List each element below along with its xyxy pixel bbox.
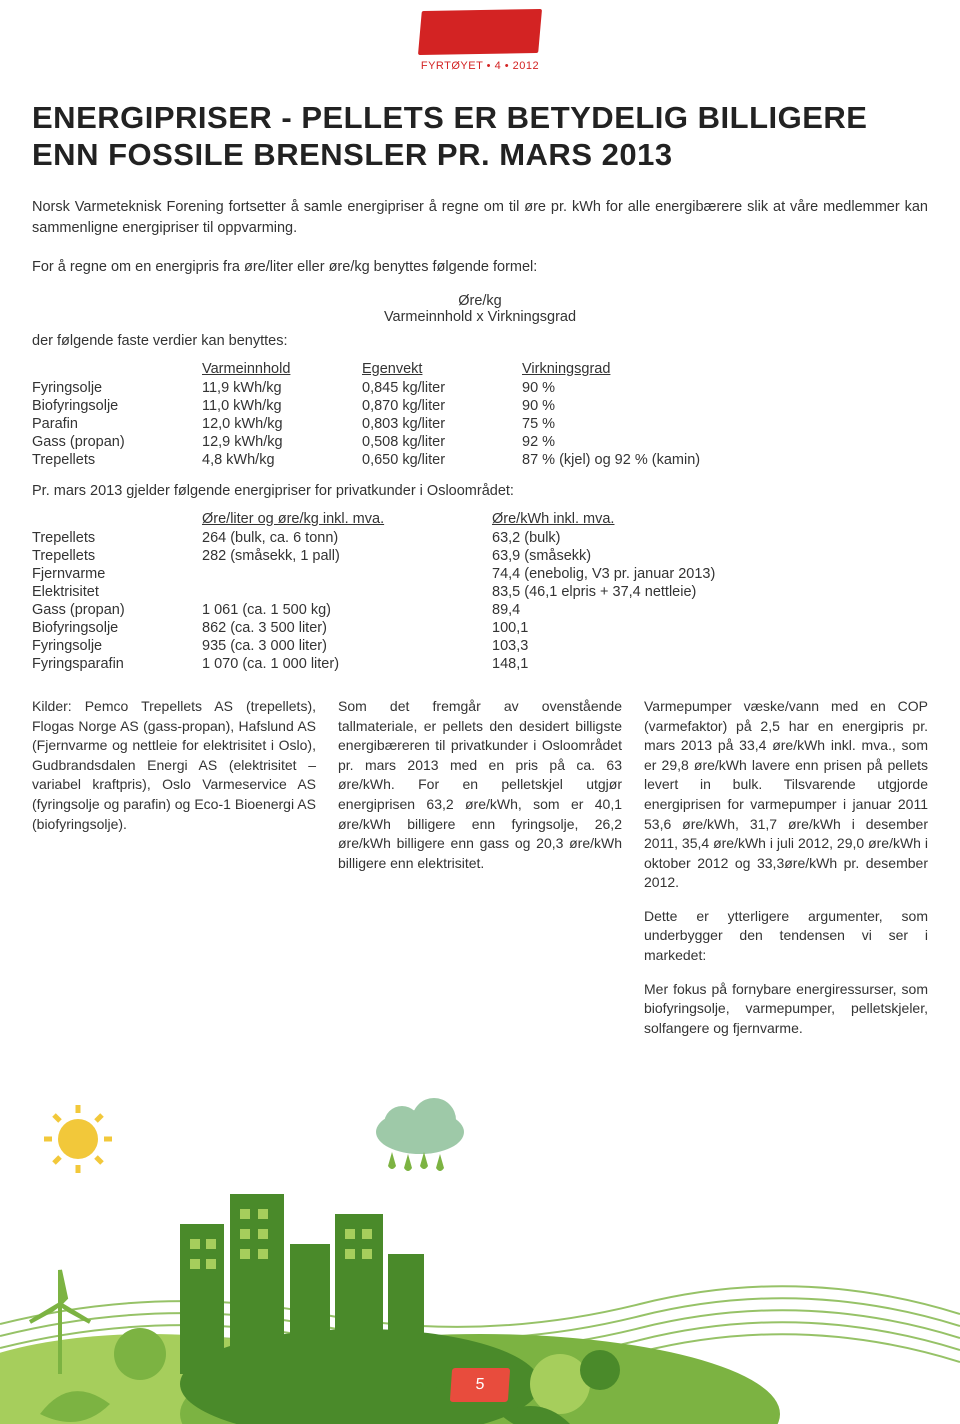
formula: Øre/kg Varmeinnhold x Virkningsgrad <box>0 293 960 325</box>
table-cell: 0,870 kg/liter <box>362 397 522 415</box>
values-intro: der følgende faste verdier kan benyttes: <box>32 333 928 349</box>
table-cell: 11,0 kWh/kg <box>202 397 362 415</box>
table-cell: 87 % (kjel) og 92 % (kamin) <box>522 451 862 469</box>
column-1: Kilder: Pemco Trepellets AS (trepellets)… <box>32 697 316 1053</box>
formula-numerator: Øre/kg <box>458 293 502 309</box>
table-row: Fyringsolje11,9 kWh/kg0,845 kg/liter90 % <box>32 379 862 397</box>
table2-intro: Pr. mars 2013 gjelder følgende energipri… <box>32 483 928 499</box>
table-row: Fjernvarme 74,4 (enebolig, V3 pr. januar … <box>32 565 862 583</box>
table-cell: 89,4 <box>492 601 862 619</box>
column-2: Som det fremgår av ovenstående tallmater… <box>338 697 622 1053</box>
table-cell: 0,508 kg/liter <box>362 433 522 451</box>
table-cell: Fyringsolje <box>32 379 202 397</box>
table-cell: Gass (propan) <box>32 433 202 451</box>
table-row: Trepellets4,8 kWh/kg0,650 kg/liter87 % (… <box>32 451 862 469</box>
col1-p1: Kilder: Pemco Trepellets AS (trepellets)… <box>32 697 316 834</box>
table-row: Biofyringsolje11,0 kWh/kg0,870 kg/liter9… <box>32 397 862 415</box>
table-row: Fyringsolje935 (ca. 3 000 liter)103,3 <box>32 637 862 655</box>
table-cell: Fyringsparafin <box>32 655 202 673</box>
table-cell <box>202 583 492 601</box>
th-ore-liter: Øre/liter og øre/kg inkl. mva. <box>202 509 492 529</box>
th-ore-kwh: Øre/kWh inkl. mva. <box>492 509 862 529</box>
table-row: Fyringsparafin1 070 (ca. 1 000 liter)148… <box>32 655 862 673</box>
table-cell: Fjernvarme <box>32 565 202 583</box>
table-cell: 282 (småsekk, 1 pall) <box>202 547 492 565</box>
table-cell: 63,9 (småsekk) <box>492 547 862 565</box>
table-row: Parafin12,0 kWh/kg0,803 kg/liter75 % <box>32 415 862 433</box>
table-row: Trepellets264 (bulk, ca. 6 tonn)63,2 (bu… <box>32 529 862 547</box>
table-cell: 90 % <box>522 397 862 415</box>
table-cell: 100,1 <box>492 619 862 637</box>
table-cell: 74,4 (enebolig, V3 pr. januar 2013) <box>492 565 862 583</box>
table-cell <box>202 565 492 583</box>
table-row: Gass (propan)1 061 (ca. 1 500 kg)89,4 <box>32 601 862 619</box>
table-cell: 12,9 kWh/kg <box>202 433 362 451</box>
th-virkningsgrad: Virkningsgrad <box>522 359 862 379</box>
table-cell: Elektrisitet <box>32 583 202 601</box>
table-cell: 4,8 kWh/kg <box>202 451 362 469</box>
table-row: Biofyringsolje862 (ca. 3 500 liter)100,1 <box>32 619 862 637</box>
col3-p3: Mer fokus på fornybare energiressurser, … <box>644 980 928 1039</box>
th-blank <box>32 359 202 379</box>
table-cell: Biofyringsolje <box>32 619 202 637</box>
intro-paragraph: Norsk Varmeteknisk Forening fortsetter å… <box>32 197 928 239</box>
table-cell: 90 % <box>522 379 862 397</box>
column-3: Varmepumper væske/vann med en COP (varme… <box>644 697 928 1053</box>
header-issue-label: FYRTØYET • 4 • 2012 <box>0 60 960 72</box>
table-cell: Trepellets <box>32 547 202 565</box>
table-row: Trepellets282 (småsekk, 1 pall)63,9 (små… <box>32 547 862 565</box>
table-cell: 12,0 kWh/kg <box>202 415 362 433</box>
col2-p1: Som det fremgår av ovenstående tallmater… <box>338 697 622 873</box>
table-cell: 264 (bulk, ca. 6 tonn) <box>202 529 492 547</box>
body-columns: Kilder: Pemco Trepellets AS (trepellets)… <box>32 697 928 1053</box>
prices-table: Øre/liter og øre/kg inkl. mva. Øre/kWh i… <box>32 509 862 673</box>
header-logo-badge <box>418 9 542 55</box>
table-header-row: Øre/liter og øre/kg inkl. mva. Øre/kWh i… <box>32 509 862 529</box>
table-cell: 11,9 kWh/kg <box>202 379 362 397</box>
th-egenvekt: Egenvekt <box>362 359 522 379</box>
table-cell: 1 070 (ca. 1 000 liter) <box>202 655 492 673</box>
formula-intro: For å regne om en energipris fra øre/lit… <box>32 257 928 279</box>
page-title: ENERGIPRISER - PELLETS ER BETYDELIG BILL… <box>32 100 928 173</box>
th-varmeinnhold: Varmeinnhold <box>202 359 362 379</box>
table-cell: 862 (ca. 3 500 liter) <box>202 619 492 637</box>
th-blank <box>32 509 202 529</box>
table-header-row: Varmeinnhold Egenvekt Virkningsgrad <box>32 359 862 379</box>
table-cell: Fyringsolje <box>32 637 202 655</box>
col3-p2: Dette er ytterligere argumenter, som und… <box>644 907 928 966</box>
table-cell: 75 % <box>522 415 862 433</box>
table-cell: 92 % <box>522 433 862 451</box>
table-cell: 83,5 (46,1 elpris + 37,4 nettleie) <box>492 583 862 601</box>
table-row: Elektrisitet 83,5 (46,1 elpris + 37,4 net… <box>32 583 862 601</box>
table-row: Gass (propan)12,9 kWh/kg0,508 kg/liter92… <box>32 433 862 451</box>
col3-p1: Varmepumper væske/vann med en COP (varme… <box>644 697 928 893</box>
page-number-badge: 5 <box>450 1368 510 1402</box>
table-cell: Trepellets <box>32 529 202 547</box>
table-cell: 1 061 (ca. 1 500 kg) <box>202 601 492 619</box>
table-cell: Trepellets <box>32 451 202 469</box>
table-cell: Biofyringsolje <box>32 397 202 415</box>
formula-denominator: Varmeinnhold x Virkningsgrad <box>384 309 576 325</box>
table-cell: 0,845 kg/liter <box>362 379 522 397</box>
table-cell: Parafin <box>32 415 202 433</box>
table-cell: Gass (propan) <box>32 601 202 619</box>
table-cell: 103,3 <box>492 637 862 655</box>
table-cell: 0,803 kg/liter <box>362 415 522 433</box>
values-table: Varmeinnhold Egenvekt Virkningsgrad Fyri… <box>32 359 862 469</box>
table-cell: 63,2 (bulk) <box>492 529 862 547</box>
page-number: 5 <box>475 1376 485 1394</box>
table-cell: 0,650 kg/liter <box>362 451 522 469</box>
table-cell: 935 (ca. 3 000 liter) <box>202 637 492 655</box>
table-cell: 148,1 <box>492 655 862 673</box>
